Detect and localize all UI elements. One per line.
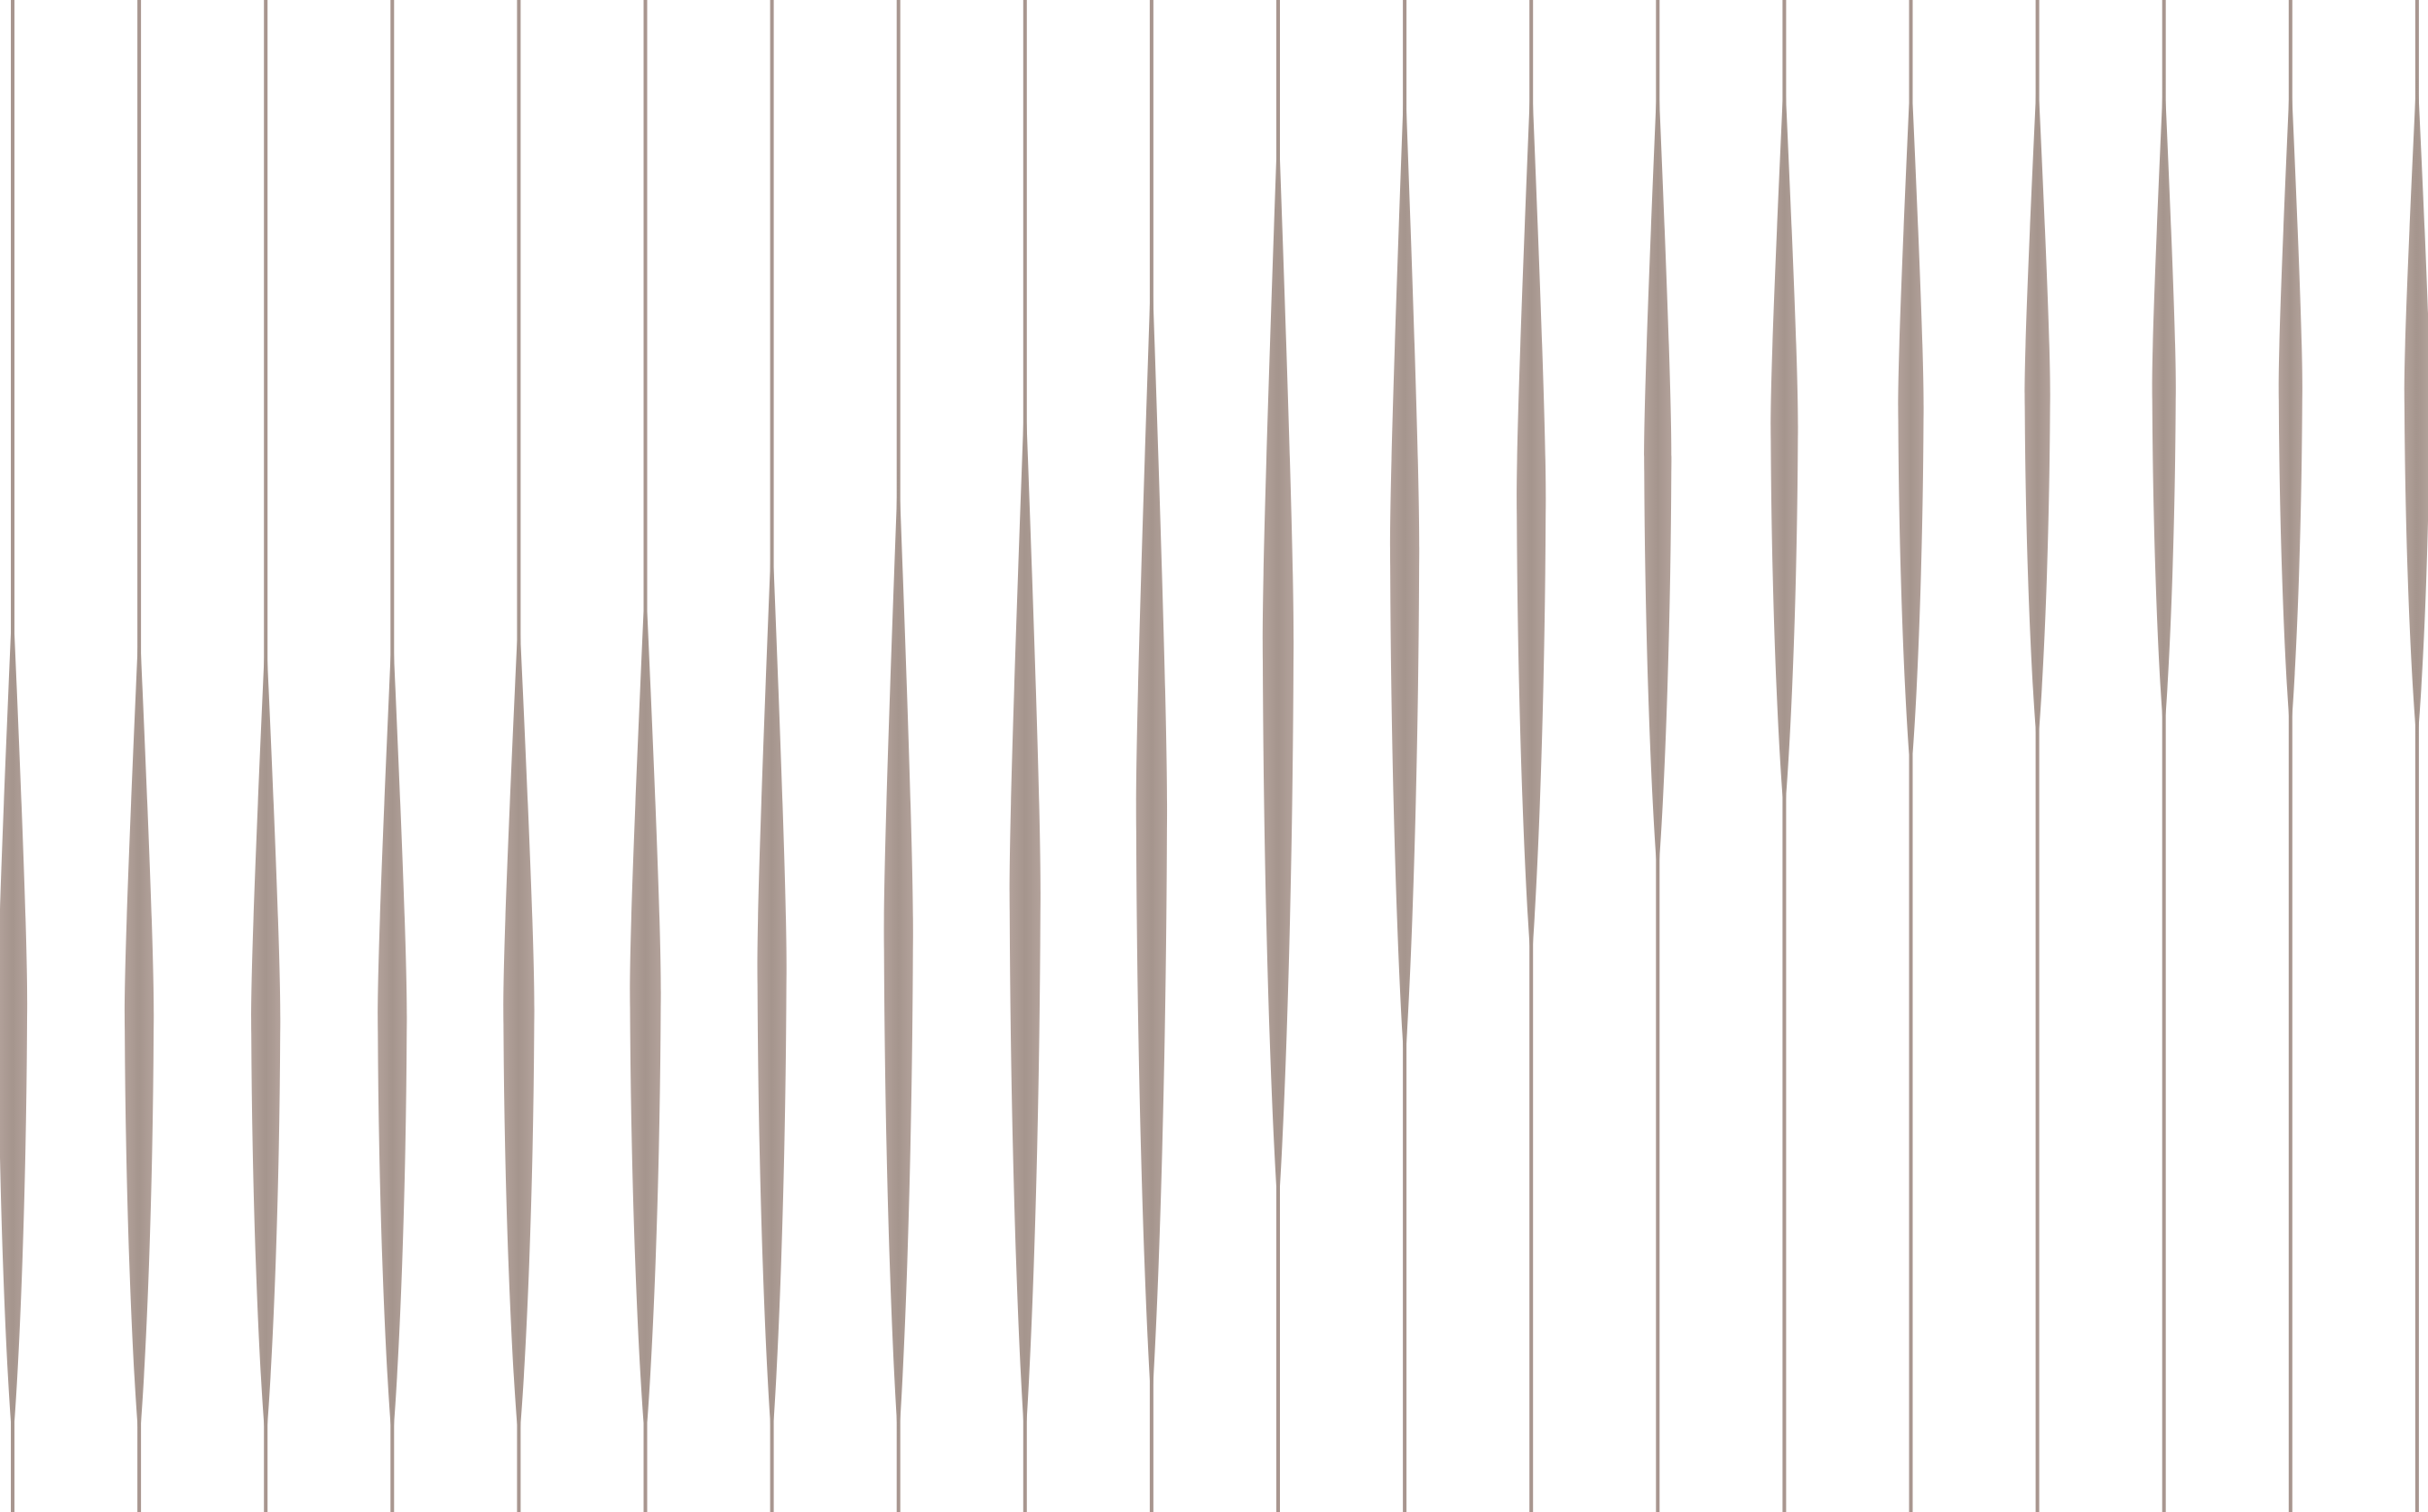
spindle-shape-icon bbox=[630, 571, 661, 1445]
spindle-shape-icon bbox=[1898, 63, 1924, 777]
spindle-shape-icon bbox=[1770, 63, 1798, 817]
spindle-shape-icon bbox=[1009, 379, 1041, 1445]
spindle-shape-icon bbox=[883, 456, 913, 1445]
spindle-shape-icon bbox=[251, 623, 281, 1445]
spindle-shape-icon bbox=[1135, 253, 1168, 1409]
spindle-shape-icon bbox=[503, 603, 535, 1445]
spindle-shape-icon bbox=[757, 524, 787, 1445]
spindle-shape-icon bbox=[1517, 63, 1546, 966]
spindle-shape-icon bbox=[2278, 63, 2302, 736]
spindle-shape-icon bbox=[1262, 108, 1294, 1215]
spindle-shape-icon bbox=[378, 619, 407, 1445]
spindle-shape-icon bbox=[124, 614, 154, 1445]
spindle-shape-icon bbox=[1389, 63, 1420, 1070]
spindle-shape-icon bbox=[2152, 63, 2176, 736]
spindle-shape-icon bbox=[2024, 63, 2050, 750]
spindle-shape-icon bbox=[2404, 63, 2428, 745]
spindle-shape-icon bbox=[0, 592, 28, 1445]
spindle-shape-icon bbox=[1644, 63, 1672, 881]
